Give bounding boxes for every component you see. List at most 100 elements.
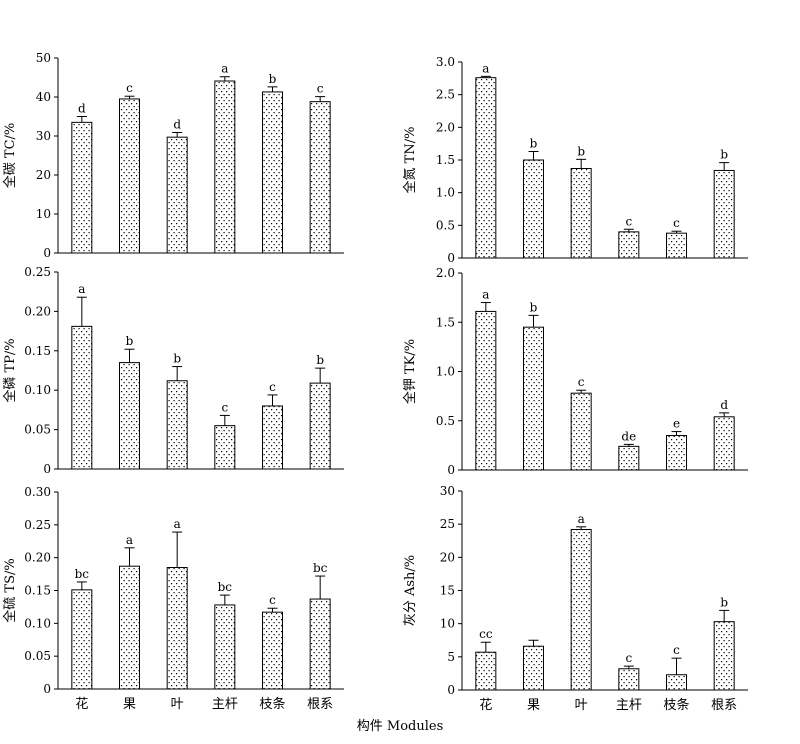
x-tick-label: 叶 <box>171 697 184 712</box>
y-tick-label: 3.0 <box>436 55 455 69</box>
significance-letter: c <box>673 216 680 230</box>
significance-letter: b <box>269 72 277 86</box>
significance-letter: b <box>530 300 538 314</box>
y-tick-label: 1.0 <box>436 365 455 379</box>
significance-letter: c <box>126 81 133 95</box>
bar <box>523 159 544 259</box>
bar <box>166 136 188 254</box>
x-tick-label: 枝条 <box>259 696 285 712</box>
significance-letter: bc <box>313 561 328 575</box>
significance-letter: d <box>720 398 728 412</box>
y-tick-label: 0.05 <box>24 649 51 663</box>
y-tick-label: 5 <box>447 650 455 664</box>
significance-letter: bc <box>75 567 90 581</box>
y-tick-label: 0 <box>43 462 51 476</box>
significance-letter: b <box>173 352 181 366</box>
y-tick-label: 0.25 <box>24 265 51 279</box>
bar <box>309 382 331 470</box>
y-tick-label: 1.5 <box>436 153 455 167</box>
bar <box>570 528 592 691</box>
y-tick-label: 2.0 <box>436 120 455 134</box>
bar <box>713 416 735 471</box>
y-tick-label: 10 <box>36 207 51 221</box>
y-tick-label: 0.30 <box>24 485 51 499</box>
chart-panel-6: 0 5 10 15 20 25 30 灰分 Ash/% cc 花 果 a 叶 c 主杆 c 枝条 b 根系 <box>403 484 748 713</box>
significance-letter: c <box>221 400 228 414</box>
significance-letter: c <box>317 82 324 96</box>
significance-letter: b <box>720 148 728 162</box>
y-tick-label: 1.5 <box>436 315 455 329</box>
bar <box>71 121 93 254</box>
bar <box>309 598 331 690</box>
y-tick-label: 1.0 <box>436 186 455 200</box>
significance-letter: a <box>482 288 489 302</box>
bar <box>713 621 735 691</box>
significance-letter: a <box>482 61 489 75</box>
x-tick-label: 果 <box>123 697 136 712</box>
y-tick-label: 0.5 <box>436 218 455 232</box>
y-tick-label: 0 <box>447 463 455 477</box>
bar <box>262 91 283 254</box>
y-axis-title: 全碳 TC/% <box>2 123 18 188</box>
bar <box>119 565 140 690</box>
y-tick-label: 0 <box>43 246 51 260</box>
y-tick-label: 15 <box>440 584 455 598</box>
y-tick-label: 0.25 <box>24 518 51 532</box>
x-tick-label: 果 <box>527 698 540 713</box>
y-tick-label: 0 <box>43 682 51 696</box>
significance-letter: c <box>673 643 680 657</box>
bar <box>523 326 544 471</box>
significance-letter: cc <box>479 627 493 641</box>
significance-letter: e <box>673 417 680 431</box>
chart-panel-4: 0 0.5 1.0 1.5 2.0 全钾 TK/% a b c de e d <box>402 266 748 477</box>
y-axis-title: 全磷 TP/% <box>2 338 18 402</box>
significance-letter: a <box>126 533 133 547</box>
y-tick-label: 20 <box>440 550 455 564</box>
bar <box>119 98 140 254</box>
significance-letter: b <box>577 144 585 158</box>
y-tick-label: 0.20 <box>24 551 51 565</box>
y-tick-label: 0.20 <box>24 304 51 318</box>
bar <box>618 668 640 691</box>
y-tick-label: 2.5 <box>436 88 455 102</box>
y-tick-label: 0.15 <box>24 344 51 358</box>
x-tick-label: 根系 <box>711 698 737 713</box>
significance-letter: a <box>174 517 181 531</box>
significance-letter: a <box>578 512 585 526</box>
significance-letter: c <box>269 593 276 607</box>
bar <box>71 325 93 470</box>
significance-letter: bc <box>218 580 233 594</box>
bar <box>570 392 592 471</box>
y-tick-label: 0 <box>447 251 455 265</box>
y-axis-title: 灰分 Ash/% <box>403 555 418 626</box>
y-tick-label: 0 <box>447 683 455 697</box>
bar <box>214 80 236 254</box>
bar <box>119 362 140 470</box>
bar <box>475 651 497 691</box>
x-axis-title: 构件 Modules <box>357 719 444 734</box>
significance-letter: c <box>269 380 276 394</box>
significance-letter: a <box>78 282 85 296</box>
y-tick-label: 0.15 <box>24 584 51 598</box>
chart-panel-1: 0 10 20 30 40 50 全碳 TC/% d c d a b c <box>2 51 344 260</box>
bar <box>618 231 640 259</box>
y-tick-label: 20 <box>36 168 51 182</box>
bar <box>666 674 687 691</box>
bar <box>666 232 687 259</box>
y-tick-label: 0.10 <box>24 616 51 630</box>
y-tick-label: 2.0 <box>436 266 455 280</box>
x-tick-label: 枝条 <box>663 697 689 713</box>
x-tick-label: 花 <box>75 696 88 712</box>
significance-letter: c <box>578 375 585 389</box>
y-tick-label: 30 <box>36 129 51 143</box>
bar <box>262 405 283 470</box>
significance-letter: d <box>173 117 181 131</box>
chart-panel-3: 0 0.05 0.10 0.15 0.20 0.25 全磷 TP/% a b b c c b <box>2 265 344 476</box>
y-axis-title: 全钾 TK/% <box>402 339 418 404</box>
significance-letter: a <box>221 62 228 76</box>
x-tick-label: 根系 <box>307 697 333 712</box>
bar <box>713 169 735 259</box>
bar <box>71 589 93 690</box>
x-tick-label: 主杆 <box>212 697 238 712</box>
